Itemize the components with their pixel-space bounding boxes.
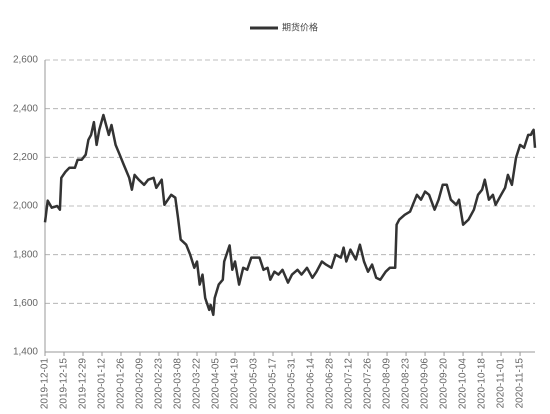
x-tick-label: 2019-12-01 bbox=[40, 358, 51, 410]
y-tick-label: 2,000 bbox=[13, 201, 38, 212]
x-tick-label: 2020-04-19 bbox=[230, 358, 241, 410]
y-tick-label: 2,400 bbox=[13, 103, 38, 114]
x-tick-label: 2020-11-01 bbox=[496, 358, 507, 409]
y-tick-label: 1,600 bbox=[13, 298, 38, 309]
y-tick-label: 2,200 bbox=[13, 152, 38, 163]
x-tick-label: 2020-06-14 bbox=[306, 358, 317, 410]
x-tick-label: 2020-02-23 bbox=[154, 358, 165, 410]
x-tick-label: 2020-06-28 bbox=[325, 358, 336, 410]
x-tick-label: 2020-05-03 bbox=[249, 358, 260, 410]
y-tick-label: 2,600 bbox=[13, 55, 38, 66]
y-tick-label: 1,400 bbox=[13, 347, 38, 358]
x-tick-label: 2020-04-05 bbox=[211, 358, 222, 410]
x-tick-label: 2020-10-04 bbox=[458, 358, 469, 410]
data-line bbox=[43, 113, 537, 317]
x-tick-label: 2020-10-18 bbox=[477, 358, 488, 410]
x-tick-label: 2020-05-17 bbox=[268, 358, 279, 410]
x-tick-label: 2020-02-09 bbox=[135, 358, 146, 410]
x-tick-label: 2020-07-12 bbox=[344, 358, 355, 410]
x-tick-label: 2020-05-31 bbox=[287, 358, 298, 410]
y-tick-label: 1,800 bbox=[13, 249, 38, 260]
x-tick-label: 2020-09-20 bbox=[439, 358, 450, 410]
x-tick-label: 2020-07-26 bbox=[363, 358, 374, 410]
x-tick-label: 2020-01-12 bbox=[97, 358, 108, 410]
x-tick-label: 2020-01-26 bbox=[116, 358, 127, 410]
x-tick-label: 2020-09-06 bbox=[420, 358, 431, 410]
x-tick-label: 2020-03-22 bbox=[192, 358, 203, 410]
x-tick-label: 2020-08-23 bbox=[401, 358, 412, 410]
x-tick-label: 2020-11-15 bbox=[515, 358, 526, 409]
legend-label: 期货价格 bbox=[282, 21, 318, 32]
x-tick-label: 2020-08-09 bbox=[382, 358, 393, 410]
x-tick-label: 2019-12-15 bbox=[59, 358, 70, 410]
x-tick-label: 2019-12-29 bbox=[78, 358, 89, 410]
x-tick-label: 2020-03-08 bbox=[173, 358, 184, 410]
